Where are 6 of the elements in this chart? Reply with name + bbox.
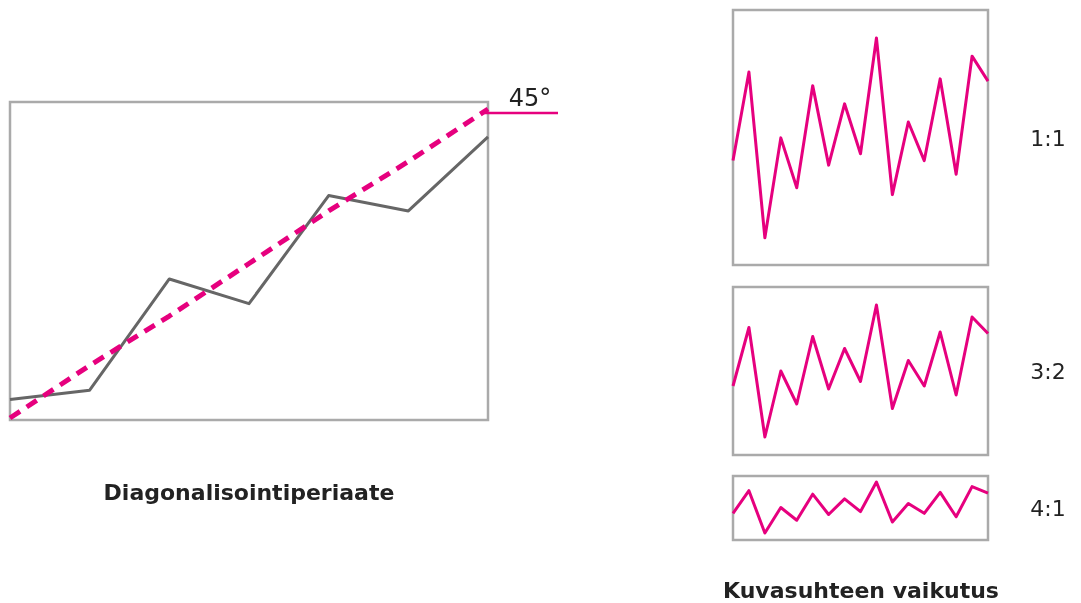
text: Kuvasuhteen vaikutus	[723, 578, 999, 603]
y2-axis-title: 3:2	[1030, 359, 1066, 384]
y2-axis-title: 4:1	[1030, 496, 1066, 521]
text: Diagonalisointiperiaate	[103, 480, 395, 505]
y2-axis-title: 1:1	[1030, 125, 1066, 151]
text: 45°	[508, 84, 552, 112]
